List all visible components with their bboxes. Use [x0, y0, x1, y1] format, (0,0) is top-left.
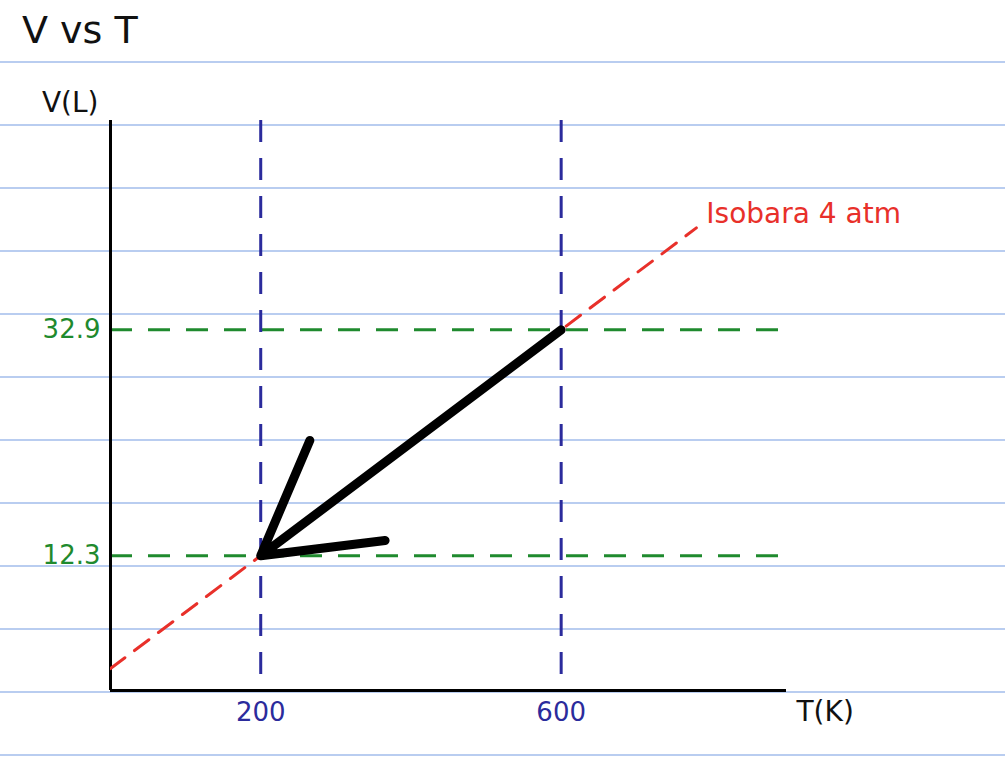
svg-text:T(K): T(K) — [796, 695, 854, 728]
svg-text:Isobara 4 atm: Isobara 4 atm — [706, 197, 901, 230]
svg-text:600: 600 — [536, 697, 586, 727]
svg-text:V(L): V(L) — [42, 86, 99, 119]
svg-text:12.3: 12.3 — [43, 540, 101, 570]
svg-text:32.9: 32.9 — [43, 314, 101, 344]
svg-text:200: 200 — [236, 697, 286, 727]
html-text:V vs T: V vs T — [22, 8, 138, 52]
